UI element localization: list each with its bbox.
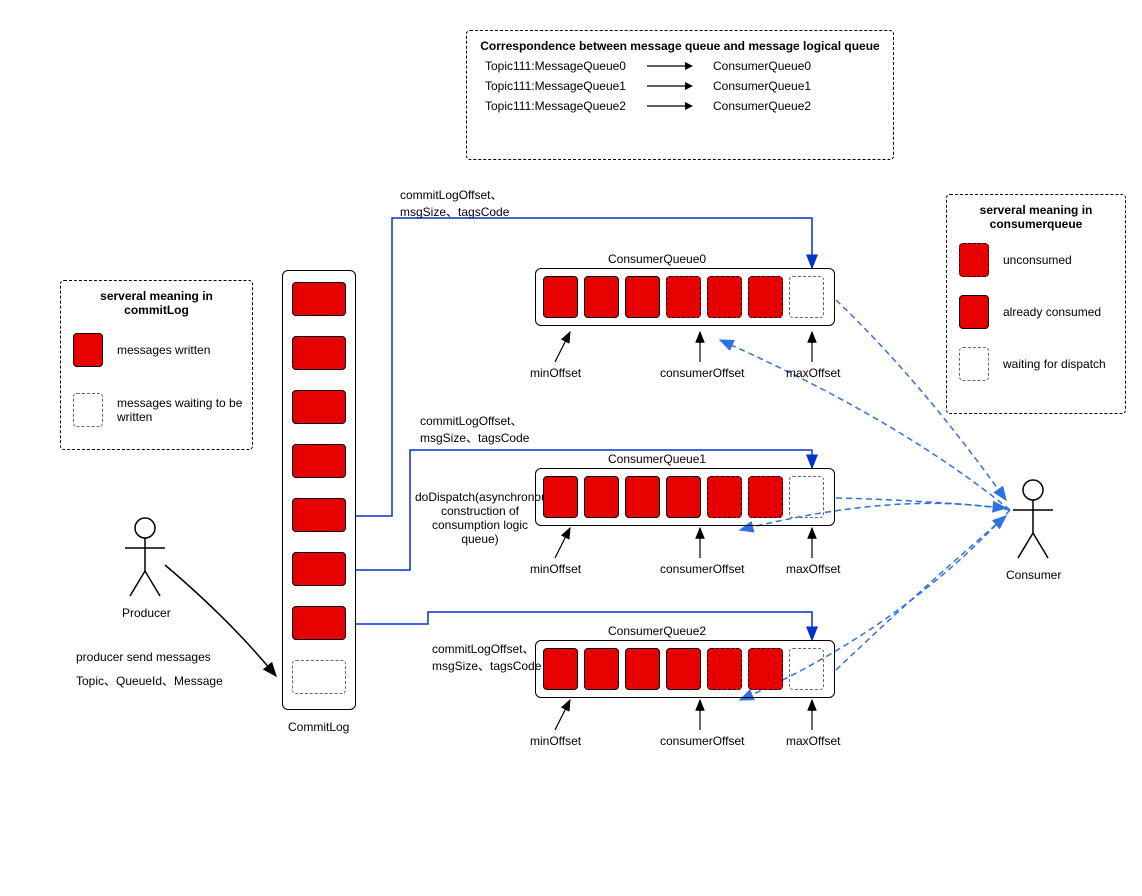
- q2-con: consumerOffset: [660, 734, 744, 748]
- legend-written-label: messages written: [117, 343, 210, 357]
- producer-label: Producer: [122, 606, 171, 620]
- commit-meta-1: commitLogOffset、msgSize、tagsCode: [420, 412, 560, 446]
- queue2-title: ConsumerQueue2: [608, 624, 706, 638]
- commitlog-slot-0: [292, 282, 346, 316]
- q2-s5: [748, 648, 783, 690]
- cq-legend-waiting: waiting for dispatch: [1003, 357, 1106, 371]
- queue1-title: ConsumerQueue1: [608, 452, 706, 466]
- q0-s2: [625, 276, 660, 318]
- commitlog-slot-6: [292, 606, 346, 640]
- cq-legend-waiting-icon: [959, 347, 989, 381]
- commitlog-slot-2: [292, 390, 346, 424]
- cq-legend-unconsumed: unconsumed: [1003, 253, 1072, 267]
- q1-s0: [543, 476, 578, 518]
- q0-min: minOffset: [530, 366, 581, 380]
- q2-s3: [666, 648, 701, 690]
- q1-con: consumerOffset: [660, 562, 744, 576]
- q1-min: minOffset: [530, 562, 581, 576]
- q1-s2: [625, 476, 660, 518]
- q1-max: maxOffset: [786, 562, 840, 576]
- cq-legend-unconsumed-icon: [959, 243, 989, 277]
- q1-s6: [789, 476, 824, 518]
- commitlog-slot-3: [292, 444, 346, 478]
- q0-s0: [543, 276, 578, 318]
- legend-empty-icon: [73, 393, 103, 427]
- correspondence-box: Correspondence between message queue and…: [466, 30, 894, 160]
- corr-left-0: Topic111:MessageQueue0: [485, 59, 645, 73]
- cq-legend-consumed: already consumed: [1003, 305, 1101, 319]
- q2-min: minOffset: [530, 734, 581, 748]
- commitlog-label: CommitLog: [288, 720, 349, 734]
- consumerqueue-legend: serveral meaning in consumerqueue uncons…: [946, 194, 1126, 414]
- q2-s1: [584, 648, 619, 690]
- commitlog-slot-4: [292, 498, 346, 532]
- q0-con: consumerOffset: [660, 366, 744, 380]
- cq-legend-consumed-icon: [959, 295, 989, 329]
- corr-left-1: Topic111:MessageQueue1: [485, 79, 645, 93]
- q0-s4: [707, 276, 742, 318]
- q0-s6: [789, 276, 824, 318]
- corr-right-0: ConsumerQueue0: [713, 59, 811, 73]
- producer-msg-2: Topic、QueueId、Message: [76, 672, 223, 689]
- q1-s3: [666, 476, 701, 518]
- consumer-actor: [1008, 478, 1058, 571]
- q2-s6: [789, 648, 824, 690]
- commitlog-legend-title: serveral meaning in commitLog: [69, 289, 244, 317]
- q2-s0: [543, 648, 578, 690]
- producer-msg-1: producer send messages: [76, 650, 211, 664]
- producer-actor: [120, 516, 170, 609]
- q2-s4: [707, 648, 742, 690]
- legend-red-icon: [73, 333, 103, 367]
- q0-s1: [584, 276, 619, 318]
- legend-waiting-label: messages waiting to be written: [117, 396, 244, 424]
- q1-s1: [584, 476, 619, 518]
- cq-legend-title: serveral meaning in consumerqueue: [955, 203, 1117, 231]
- q1-s4: [707, 476, 742, 518]
- commit-meta-0: commitLogOffset、msgSize、tagsCode: [400, 186, 540, 220]
- commitlog-slot-1: [292, 336, 346, 370]
- corr-left-2: Topic111:MessageQueue2: [485, 99, 645, 113]
- commitlog-slot-7: [292, 660, 346, 694]
- q0-max: maxOffset: [786, 366, 840, 380]
- correspondence-title: Correspondence between message queue and…: [475, 39, 885, 53]
- commitlog-legend: serveral meaning in commitLog messages w…: [60, 280, 253, 450]
- corr-right-2: ConsumerQueue2: [713, 99, 811, 113]
- queue0-title: ConsumerQueue0: [608, 252, 706, 266]
- q0-s5: [748, 276, 783, 318]
- corr-right-1: ConsumerQueue1: [713, 79, 811, 93]
- q2-max: maxOffset: [786, 734, 840, 748]
- q1-s5: [748, 476, 783, 518]
- q0-s3: [666, 276, 701, 318]
- q2-s2: [625, 648, 660, 690]
- consumer-label: Consumer: [1006, 568, 1061, 582]
- commitlog-slot-5: [292, 552, 346, 586]
- dodispatch-label: doDispatch(asynchronous construction of …: [415, 490, 545, 546]
